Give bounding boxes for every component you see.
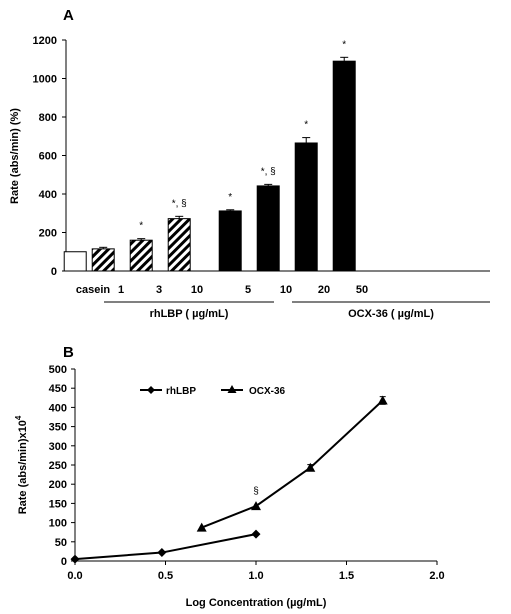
group-rhlbp-label: rhLBP ( µg/mL) xyxy=(150,308,229,320)
point-ocx36 xyxy=(305,462,316,472)
panel-a-x-tick-label: 5 xyxy=(245,284,251,296)
bar-5 xyxy=(256,185,280,272)
panel-b-x-tick-label: 0.5 xyxy=(158,570,173,582)
panel-b-y-tick-label: 250 xyxy=(49,460,67,472)
panel-b-label: B xyxy=(63,344,74,361)
significance-label-2: * xyxy=(139,221,143,232)
panel-b-legend: rhLBP OCX-36 xyxy=(140,385,286,397)
significance-label-5: *, § xyxy=(261,166,276,177)
panel-a-x-tick-label: 10 xyxy=(280,284,292,296)
legend-rhlbp-label: rhLBP xyxy=(166,386,196,397)
bar-3 xyxy=(167,218,191,272)
panel-b-y-tick-label: 450 xyxy=(49,383,67,395)
panel-b-x-tick-label: 1.0 xyxy=(248,570,263,582)
panel-a-x-tick-label: 20 xyxy=(318,284,330,296)
panel-a-y-tick-label: 1200 xyxy=(33,35,57,47)
panel-b-y-tick-label: 300 xyxy=(49,441,67,453)
panel-b-y-tick-label: 150 xyxy=(49,498,67,510)
panel-b-x-axis-title: Log Concentration (µg/mL) xyxy=(186,597,327,609)
series-line-ocx36 xyxy=(201,399,384,529)
point-ocx36 xyxy=(251,501,261,511)
group-rhlbp: rhLBP ( µg/mL) xyxy=(104,301,274,320)
significance-label-4: * xyxy=(228,192,232,203)
bar-6 xyxy=(294,142,318,272)
panel-b-series: § xyxy=(70,395,388,564)
panel-b-y-tick-label: 500 xyxy=(49,364,67,376)
bar-0 xyxy=(63,251,87,272)
panel-a-y-tick-label: 800 xyxy=(39,112,57,124)
panel-a-x-tick-label: 3 xyxy=(156,284,162,296)
panel-b-x-ticks: 0.0 0.5 1.0 1.5 2.0 xyxy=(67,561,445,582)
panel-b: B Rate (abs/min)x104 0 50 100 150 200 250 300 3… xyxy=(14,344,445,609)
panel-b-y-tick-label: 200 xyxy=(49,479,67,491)
legend-ocx36-marker xyxy=(227,385,237,393)
panel-b-x-tick-label: 0.0 xyxy=(67,570,82,582)
panel-b-y-ticks: 0 50 100 150 200 250 300 350 400 450 500 xyxy=(49,364,75,568)
panel-a-bars: * *, § * *, § * * xyxy=(63,39,356,272)
bar-4 xyxy=(218,210,242,272)
panel-a-y-tick-label: 600 xyxy=(39,151,57,163)
legend-item-rhlbp: rhLBP xyxy=(140,386,196,397)
point-rhlbp xyxy=(70,554,80,564)
panel-a-x-tick-label: 50 xyxy=(356,284,368,296)
panel-b-x-tick-label: 2.0 xyxy=(429,570,444,582)
legend-ocx36-label: OCX-36 xyxy=(249,386,286,397)
panel-b-significance-label: § xyxy=(253,486,259,497)
panel-b-y-axis-title-sup: 4 xyxy=(14,415,23,420)
panel-a-x-tick-label: 10 xyxy=(191,284,203,296)
bar-2 xyxy=(129,239,153,272)
panel-a-y-tick-label: 1000 xyxy=(33,74,57,86)
panel-a-x-tick-label: casein xyxy=(76,284,111,296)
panel-b-y-axis-title: Rate (abs/min)x104 xyxy=(14,415,29,514)
series-line-rhlbp xyxy=(74,533,257,561)
panel-b-y-tick-label: 100 xyxy=(49,518,67,530)
panel-b-x-tick-label: 1.5 xyxy=(339,570,354,582)
panel-b-y-tick-label: 50 xyxy=(55,537,67,549)
panel-a-y-ticks: 0 200 400 600 800 1000 1200 xyxy=(33,35,66,278)
panel-a-x-tick-label: 1 xyxy=(118,284,124,296)
panel-a-x-tick-labels: casein 1 3 10 5 10 20 50 xyxy=(76,284,368,296)
panel-a-y-tick-label: 0 xyxy=(51,266,57,278)
point-ocx36 xyxy=(196,522,207,532)
significance-label-6: * xyxy=(304,120,308,131)
panel-b-y-tick-label: 0 xyxy=(61,556,67,568)
legend-item-ocx36: OCX-36 xyxy=(221,385,286,397)
point-rhlbp xyxy=(157,548,167,558)
panel-a-y-tick-label: 200 xyxy=(39,228,57,240)
panel-a: A Rate (abs/min) (%) 0200400600800100012… xyxy=(9,7,490,320)
group-ocx36-label: OCX-36 ( µg/mL) xyxy=(348,308,434,320)
bar-1 xyxy=(91,248,115,272)
panel-a-label: A xyxy=(63,7,74,24)
significance-label-3: *, § xyxy=(172,198,187,209)
panel-a-y-axis-title: Rate (abs/min) (%) xyxy=(9,108,21,204)
legend-rhlbp-marker xyxy=(147,386,155,394)
panel-b-y-axis-title-main: Rate (abs/min)x10 xyxy=(17,420,29,514)
panel-a-y-tick-label: 400 xyxy=(39,189,57,201)
point-rhlbp xyxy=(251,529,261,539)
group-ocx36: OCX-36 ( µg/mL) xyxy=(292,301,490,320)
point-ocx36 xyxy=(377,395,388,405)
bar-7 xyxy=(332,60,356,272)
significance-label-7: * xyxy=(342,39,346,50)
panel-b-y-tick-label: 350 xyxy=(49,422,67,434)
panel-b-y-tick-label: 400 xyxy=(49,402,67,414)
